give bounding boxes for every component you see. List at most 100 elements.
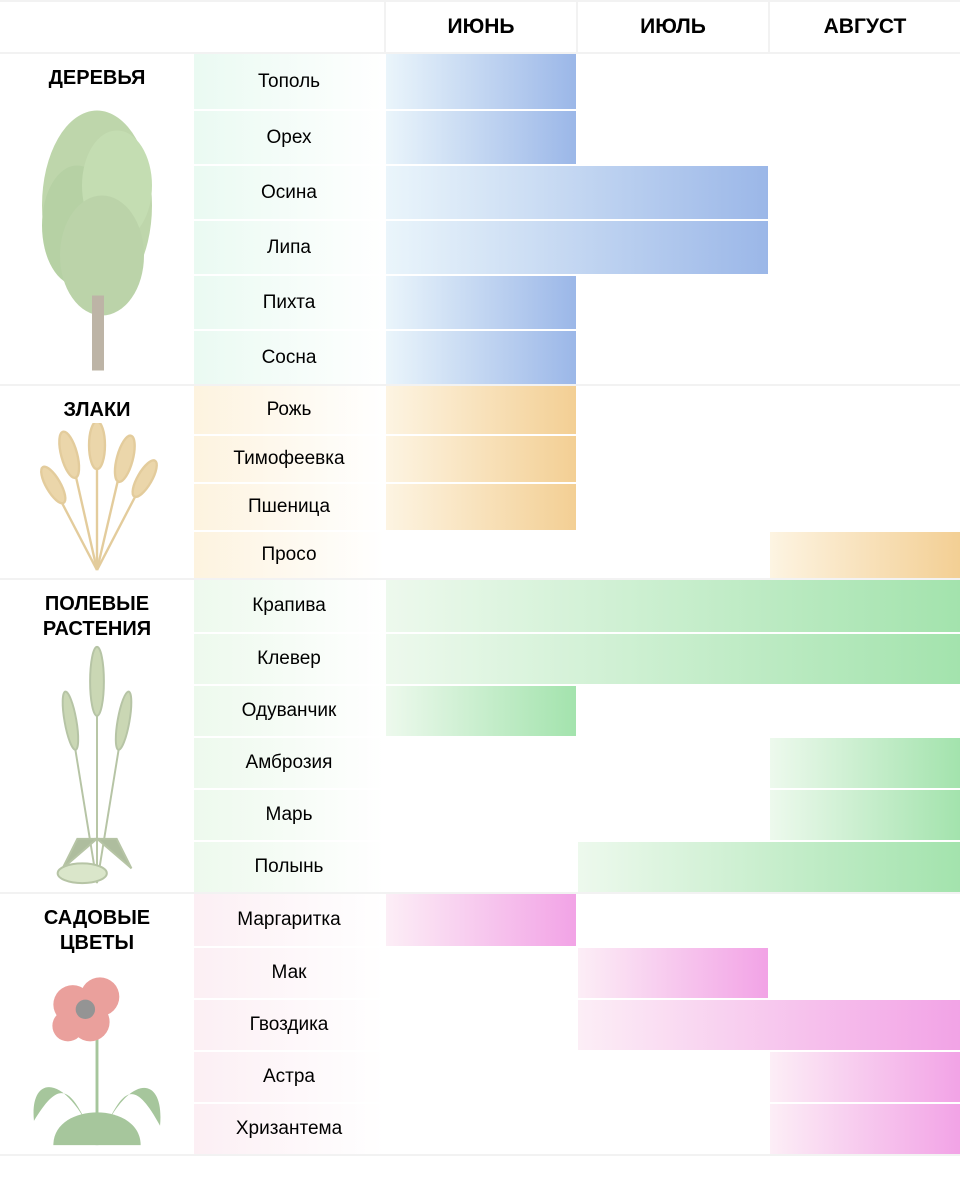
plant-row: Клевер <box>194 632 960 684</box>
month-cell <box>576 790 768 840</box>
flowering-bar <box>384 276 576 329</box>
plant-label: Осина <box>194 166 384 219</box>
plant-label: Амброзия <box>194 738 384 788</box>
category-rows: МаргариткаМакГвоздикаАстраХризантема <box>194 894 960 1154</box>
category-rows: ТопольОрехОсинаЛипаПихтаСосна <box>194 54 960 384</box>
month-cell <box>384 842 576 892</box>
month-cell <box>576 1104 768 1154</box>
plant-row: Тополь <box>194 54 960 109</box>
plant-label: Орех <box>194 111 384 164</box>
flowering-bar <box>384 221 768 274</box>
flower-icon <box>0 956 194 1150</box>
flowering-bar <box>576 842 960 892</box>
month-cell <box>768 686 960 736</box>
month-header: ИЮЛЬ <box>576 2 768 52</box>
flowering-bar <box>384 166 768 219</box>
plant-row: Орех <box>194 109 960 164</box>
month-header-row: ИЮНЬ ИЮЛЬ АВГУСТ <box>0 0 960 54</box>
header-spacer-label <box>194 2 384 52</box>
plant-label: Астра <box>194 1052 384 1102</box>
plant-row: Гвоздика <box>194 998 960 1050</box>
category-block: ДЕРЕВЬЯ ТопольОрехОсинаЛипаПихтаСосна <box>0 54 960 386</box>
month-cell <box>384 532 576 578</box>
plant-label: Пихта <box>194 276 384 329</box>
plant-label: Тимофеевка <box>194 436 384 482</box>
month-cell <box>576 386 768 434</box>
months-track <box>384 331 960 384</box>
month-cell <box>384 948 576 998</box>
category-block: ПОЛЕВЫЕ РАСТЕНИЯ КрапиваКлеверОдуванчикА… <box>0 580 960 894</box>
category-block: САДОВЫЕ ЦВЕТЫ МаргариткаМакГвоздикаАстра… <box>0 894 960 1156</box>
months-track <box>384 276 960 329</box>
flowering-bar <box>384 580 960 632</box>
flowering-bar <box>384 386 576 434</box>
plant-row: Липа <box>194 219 960 274</box>
plant-label: Гвоздика <box>194 1000 384 1050</box>
plant-row: Осина <box>194 164 960 219</box>
plant-label: Мак <box>194 948 384 998</box>
month-header: АВГУСТ <box>768 2 960 52</box>
flowering-bar <box>768 790 960 840</box>
month-cell <box>384 1052 576 1102</box>
month-cell <box>768 386 960 434</box>
flowering-bar <box>384 111 576 164</box>
month-cell <box>768 484 960 530</box>
month-cell <box>576 54 768 109</box>
months-track <box>384 686 960 736</box>
month-cell <box>384 790 576 840</box>
month-cell <box>576 686 768 736</box>
plant-row: Амброзия <box>194 736 960 788</box>
flowering-bar <box>768 1104 960 1154</box>
months-track <box>384 436 960 482</box>
flowering-bar <box>384 54 576 109</box>
month-cell <box>768 894 960 946</box>
category-title: ДЕРЕВЬЯ <box>0 54 194 384</box>
plant-row: Просо <box>194 530 960 578</box>
plant-row: Тимофеевка <box>194 434 960 482</box>
months-track <box>384 532 960 578</box>
month-cell <box>768 436 960 482</box>
plant-label: Маргаритка <box>194 894 384 946</box>
month-cell <box>768 166 960 219</box>
month-cell <box>768 221 960 274</box>
herb-icon <box>0 642 194 888</box>
category-title: ПОЛЕВЫЕ РАСТЕНИЯ <box>0 580 194 892</box>
flowering-bar <box>384 484 576 530</box>
months-track <box>384 842 960 892</box>
plant-label: Липа <box>194 221 384 274</box>
months-track <box>384 580 960 632</box>
plant-row: Крапива <box>194 580 960 632</box>
plant-label: Тополь <box>194 54 384 109</box>
months-track <box>384 634 960 684</box>
category-title: ЗЛАКИ <box>0 386 194 578</box>
plant-row: Сосна <box>194 329 960 384</box>
plant-row: Астра <box>194 1050 960 1102</box>
plant-row: Маргаритка <box>194 894 960 946</box>
month-cell <box>384 1000 576 1050</box>
plant-label: Крапива <box>194 580 384 632</box>
month-cell <box>576 276 768 329</box>
plant-label: Марь <box>194 790 384 840</box>
category-block: ЗЛАКИ РожьТимофеевкаПшеницаПросо <box>0 386 960 580</box>
months-track <box>384 386 960 434</box>
wheat-icon <box>0 423 194 574</box>
months-track <box>384 111 960 164</box>
category-rows: КрапиваКлеверОдуванчикАмброзияМарьПолынь <box>194 580 960 892</box>
month-cell <box>576 484 768 530</box>
flowering-bar <box>384 634 960 684</box>
months-track <box>384 738 960 788</box>
plant-row: Полынь <box>194 840 960 892</box>
flowering-bar <box>384 686 576 736</box>
plant-label: Одуванчик <box>194 686 384 736</box>
months-track <box>384 1000 960 1050</box>
months-track <box>384 948 960 998</box>
month-cell <box>768 948 960 998</box>
months-track <box>384 790 960 840</box>
flowering-bar <box>576 948 768 998</box>
month-header: ИЮНЬ <box>384 2 576 52</box>
plant-label: Рожь <box>194 386 384 434</box>
months-track <box>384 484 960 530</box>
month-cell <box>768 111 960 164</box>
flowering-bar <box>768 1052 960 1102</box>
category-rows: РожьТимофеевкаПшеницаПросо <box>194 386 960 578</box>
